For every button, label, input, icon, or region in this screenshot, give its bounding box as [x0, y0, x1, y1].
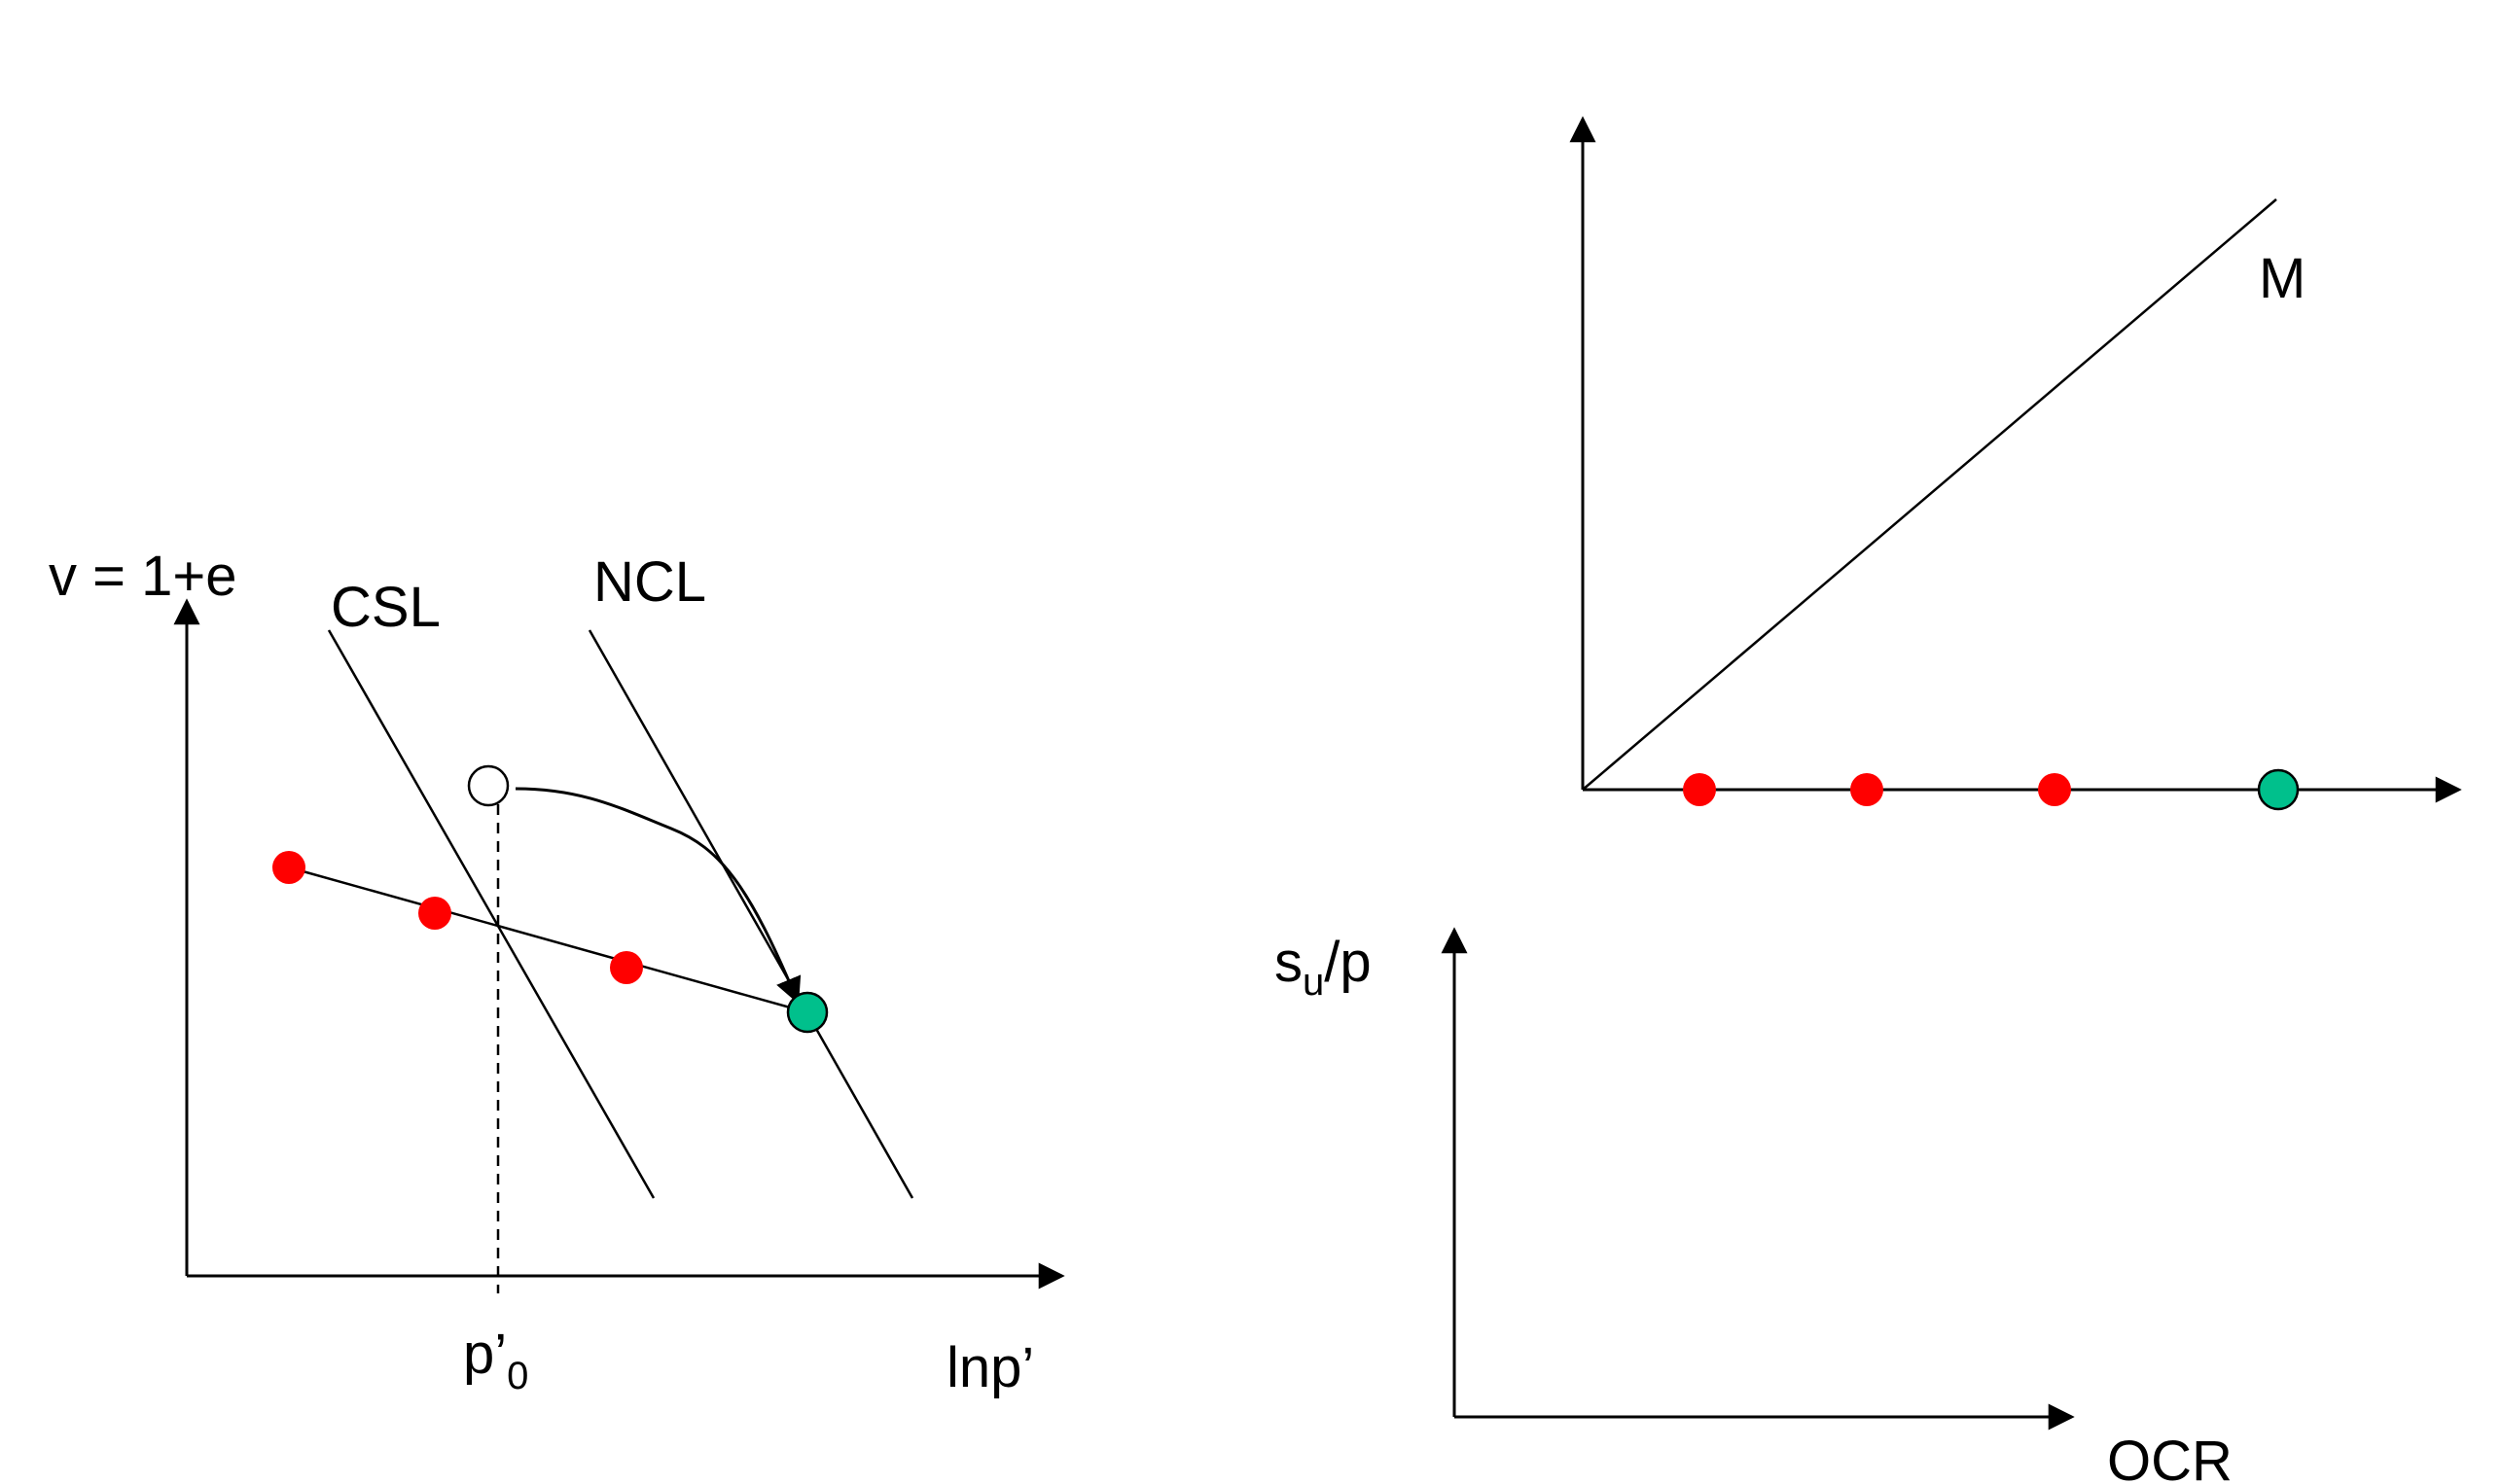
swelling-line: [288, 866, 808, 1014]
left-y-axis-label: v = 1+e: [49, 545, 236, 608]
ocr-label: OCR: [2107, 1430, 2233, 1484]
right-upper-diagram: M: [1569, 116, 2462, 811]
left-diagram: v = 1+e lnp’ CSL NCL p’0: [49, 545, 1065, 1399]
su-sub: u: [1303, 961, 1324, 1004]
m-label: M: [2259, 247, 2305, 310]
p0-label-sub: 0: [507, 1355, 528, 1397]
csl-line: [327, 629, 656, 1199]
open-point: [467, 764, 510, 807]
m-line: [1582, 198, 2277, 791]
su-tail: /p: [1324, 931, 1371, 994]
right-lower-diagram: su/p OCR: [1274, 927, 2233, 1484]
upper-red-point-1: [1683, 773, 1716, 806]
left-x-axis-label: lnp’: [947, 1336, 1034, 1399]
red-point-2: [418, 897, 451, 930]
csl-label: CSL: [331, 576, 441, 639]
p0-label-main: p’: [463, 1323, 507, 1386]
stress-path-arrow: [515, 787, 802, 1005]
green-point: [786, 991, 829, 1034]
ncl-label: NCL: [593, 550, 706, 614]
ncl-line: [588, 629, 914, 1199]
su-main: s: [1274, 931, 1303, 994]
upper-green-point: [2257, 768, 2300, 811]
red-point-1: [272, 851, 305, 884]
upper-red-point-2: [1850, 773, 1883, 806]
upper-red-point-3: [2038, 773, 2071, 806]
p0-label: p’0: [463, 1323, 528, 1397]
red-point-3: [610, 951, 643, 984]
lower-y-axis-label: su/p: [1274, 931, 1372, 1004]
